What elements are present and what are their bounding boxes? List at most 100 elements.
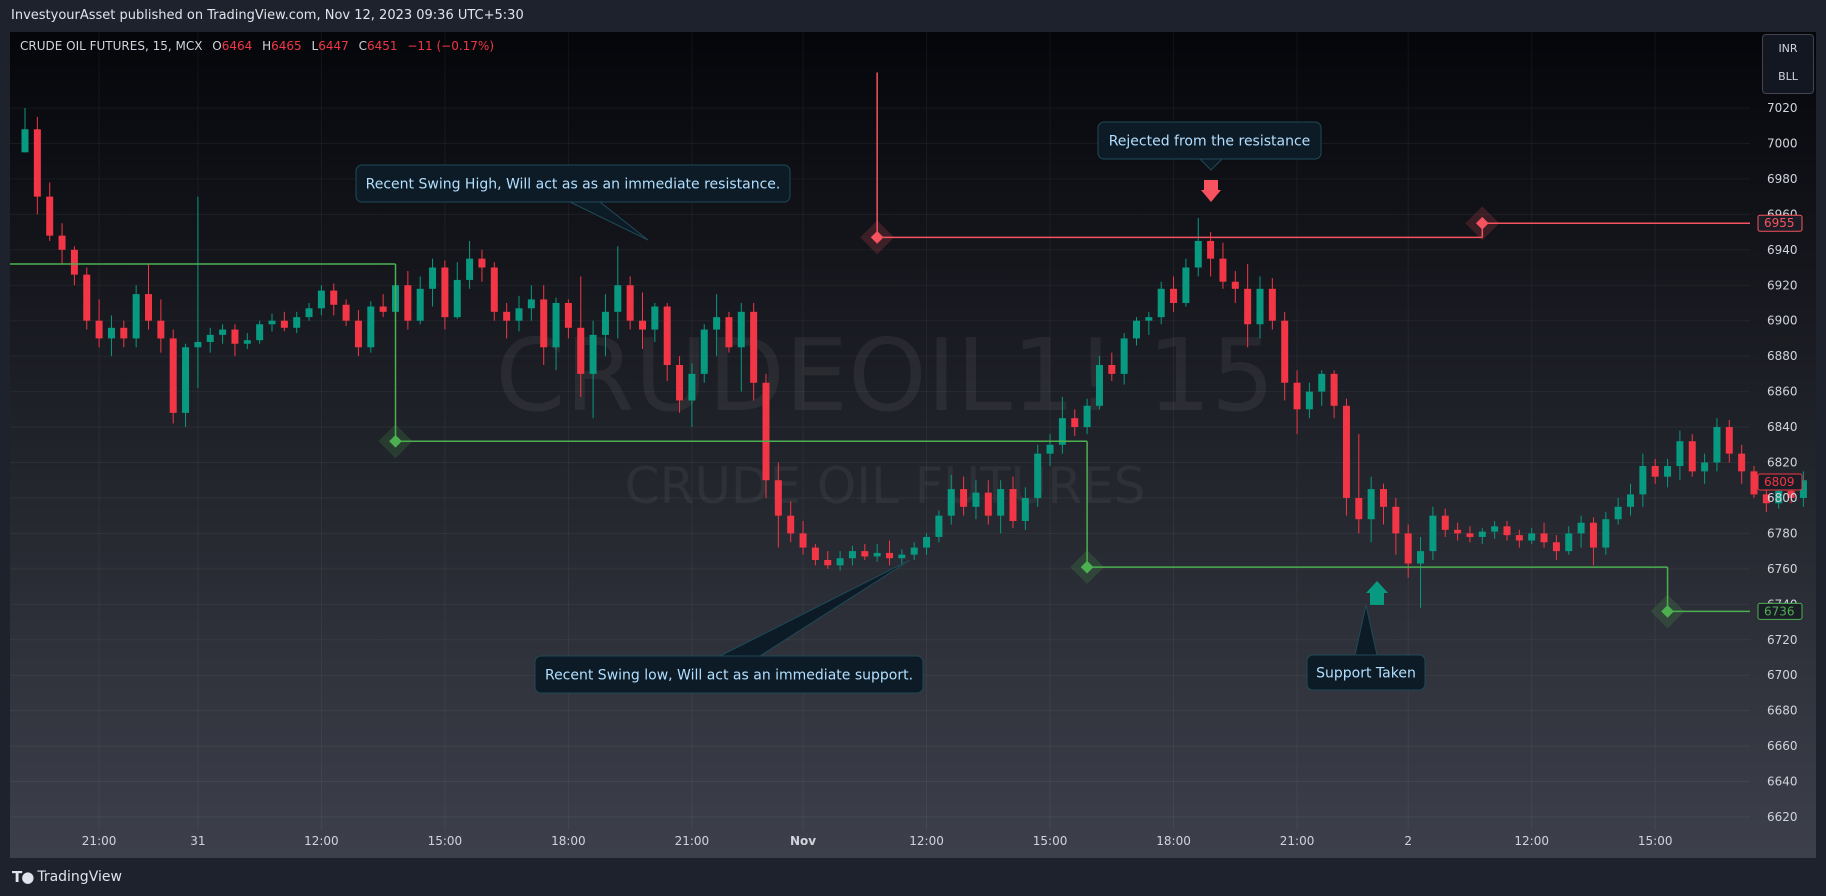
candle-body[interactable] bbox=[787, 515, 795, 534]
candle-body[interactable] bbox=[280, 320, 288, 328]
candle-body[interactable] bbox=[354, 320, 362, 348]
candle-body[interactable] bbox=[935, 515, 943, 537]
candle-body[interactable] bbox=[95, 320, 103, 339]
support-line[interactable] bbox=[10, 263, 1750, 629]
candle-body[interactable] bbox=[330, 290, 338, 305]
candle-body[interactable] bbox=[1676, 441, 1684, 467]
candle-body[interactable] bbox=[1688, 441, 1696, 472]
candle-body[interactable] bbox=[552, 302, 560, 348]
time-axis[interactable]: 21:00 31 12:00 15:00 18:00 21:00 Nov 12:00 15:00… bbox=[82, 834, 1673, 848]
candle-body[interactable] bbox=[824, 559, 832, 566]
candle-body[interactable] bbox=[46, 196, 54, 236]
candle-body[interactable] bbox=[1750, 471, 1758, 495]
tradingview-brand[interactable]: 𝗧● TradingView bbox=[12, 868, 122, 886]
candle-body[interactable] bbox=[1762, 494, 1770, 504]
candle-body[interactable] bbox=[1071, 418, 1079, 428]
candle-body[interactable] bbox=[836, 558, 844, 566]
candle-body[interactable] bbox=[145, 294, 152, 321]
candle-body[interactable] bbox=[688, 373, 696, 401]
candle-body[interactable] bbox=[676, 365, 684, 401]
candle-body[interactable] bbox=[1330, 373, 1338, 406]
candle-body[interactable] bbox=[1775, 490, 1783, 504]
candle-body[interactable] bbox=[651, 306, 659, 330]
candle-body[interactable] bbox=[1540, 533, 1548, 543]
support-pivot[interactable] bbox=[389, 434, 402, 448]
candle-body[interactable] bbox=[1577, 522, 1585, 534]
candle-body[interactable] bbox=[750, 311, 758, 383]
candle-body[interactable] bbox=[540, 299, 548, 348]
candle-body[interactable] bbox=[478, 258, 486, 268]
candle-body[interactable] bbox=[700, 329, 708, 374]
candle-body[interactable] bbox=[1108, 365, 1116, 374]
candle-body[interactable] bbox=[737, 311, 745, 348]
candle-body[interactable] bbox=[1293, 382, 1301, 410]
candle-body[interactable] bbox=[132, 294, 140, 339]
candle-body[interactable] bbox=[1182, 267, 1190, 303]
candle-body[interactable] bbox=[1355, 497, 1363, 520]
candle-body[interactable] bbox=[1417, 551, 1425, 564]
candle-body[interactable] bbox=[1466, 533, 1474, 537]
candle-body[interactable] bbox=[601, 311, 609, 335]
candle-body[interactable] bbox=[1491, 526, 1499, 532]
candle-body[interactable] bbox=[1627, 494, 1634, 507]
candle-body[interactable] bbox=[1738, 453, 1746, 472]
candle-body[interactable] bbox=[1454, 529, 1462, 534]
chart-pane[interactable]: CRUDEOIL1! 15 CRUDE OIL FUTURES Recent Swi… bbox=[10, 32, 1816, 858]
candle-body[interactable] bbox=[1318, 373, 1326, 392]
candle-body[interactable] bbox=[1528, 533, 1536, 541]
candle-body[interactable] bbox=[169, 338, 177, 413]
candle-body[interactable] bbox=[404, 285, 412, 321]
candle-body[interactable] bbox=[1392, 506, 1400, 534]
candle-body[interactable] bbox=[182, 347, 190, 413]
candle-body[interactable] bbox=[1170, 288, 1178, 303]
candle-body[interactable] bbox=[1701, 462, 1709, 472]
candle-body[interactable] bbox=[1342, 405, 1350, 498]
candle-body[interactable] bbox=[527, 299, 535, 309]
candle-body[interactable] bbox=[429, 267, 437, 289]
candlestick-chart[interactable]: CRUDEOIL1! 15 CRUDE OIL FUTURES Recent Swi… bbox=[10, 32, 1816, 858]
candle-body[interactable] bbox=[231, 329, 239, 344]
candle-body[interactable] bbox=[503, 311, 511, 321]
candle-body[interactable] bbox=[293, 317, 301, 328]
candle-body[interactable] bbox=[206, 334, 214, 342]
callout-swing-high[interactable]: Recent Swing High, Will act as as an imm… bbox=[355, 164, 791, 241]
candle-body[interactable] bbox=[194, 341, 202, 348]
candle-body[interactable] bbox=[1083, 405, 1091, 428]
resistance-line[interactable] bbox=[860, 72, 1750, 255]
candle-body[interactable] bbox=[564, 302, 572, 328]
candle-body[interactable] bbox=[1034, 453, 1042, 498]
candle-body[interactable] bbox=[453, 279, 461, 318]
candle-body[interactable] bbox=[1256, 288, 1264, 325]
callout-swing-low[interactable]: Recent Swing low, Will act as an immedia… bbox=[534, 559, 924, 694]
candle-body[interactable] bbox=[305, 308, 313, 318]
candle-body[interactable] bbox=[21, 129, 29, 153]
unit-button[interactable]: BLL bbox=[1778, 70, 1798, 83]
candle-body[interactable] bbox=[639, 320, 646, 330]
candle-body[interactable] bbox=[1133, 320, 1140, 339]
candle-body[interactable] bbox=[268, 320, 276, 325]
candle-body[interactable] bbox=[1614, 506, 1622, 520]
candle-body[interactable] bbox=[1021, 497, 1029, 521]
candle-body[interactable] bbox=[1207, 240, 1215, 259]
candle-body[interactable] bbox=[1219, 258, 1227, 282]
candle-body[interactable] bbox=[910, 547, 918, 555]
price-axis[interactable]: 7020700069806960694069206900688068606840… bbox=[1750, 32, 1816, 858]
candle-body[interactable] bbox=[1244, 288, 1252, 325]
candle-body[interactable] bbox=[1787, 490, 1795, 498]
candle-body[interactable] bbox=[1503, 526, 1511, 536]
candle-body[interactable] bbox=[1429, 515, 1437, 552]
candle-body[interactable] bbox=[799, 533, 807, 548]
candle-body[interactable] bbox=[626, 285, 634, 321]
candle-body[interactable] bbox=[923, 536, 931, 548]
candle-body[interactable] bbox=[886, 552, 893, 559]
candle-body[interactable] bbox=[848, 551, 856, 559]
candle-body[interactable] bbox=[219, 329, 227, 335]
candle-body[interactable] bbox=[33, 129, 41, 197]
callout-rejected[interactable]: Rejected from the resistance bbox=[1097, 121, 1322, 171]
candle-body[interactable] bbox=[1095, 365, 1103, 406]
candle-body[interactable] bbox=[1194, 240, 1202, 268]
candle-body[interactable] bbox=[243, 340, 251, 344]
candle-body[interactable] bbox=[490, 267, 498, 312]
candle-body[interactable] bbox=[1552, 542, 1560, 552]
candle-body[interactable] bbox=[811, 547, 819, 560]
